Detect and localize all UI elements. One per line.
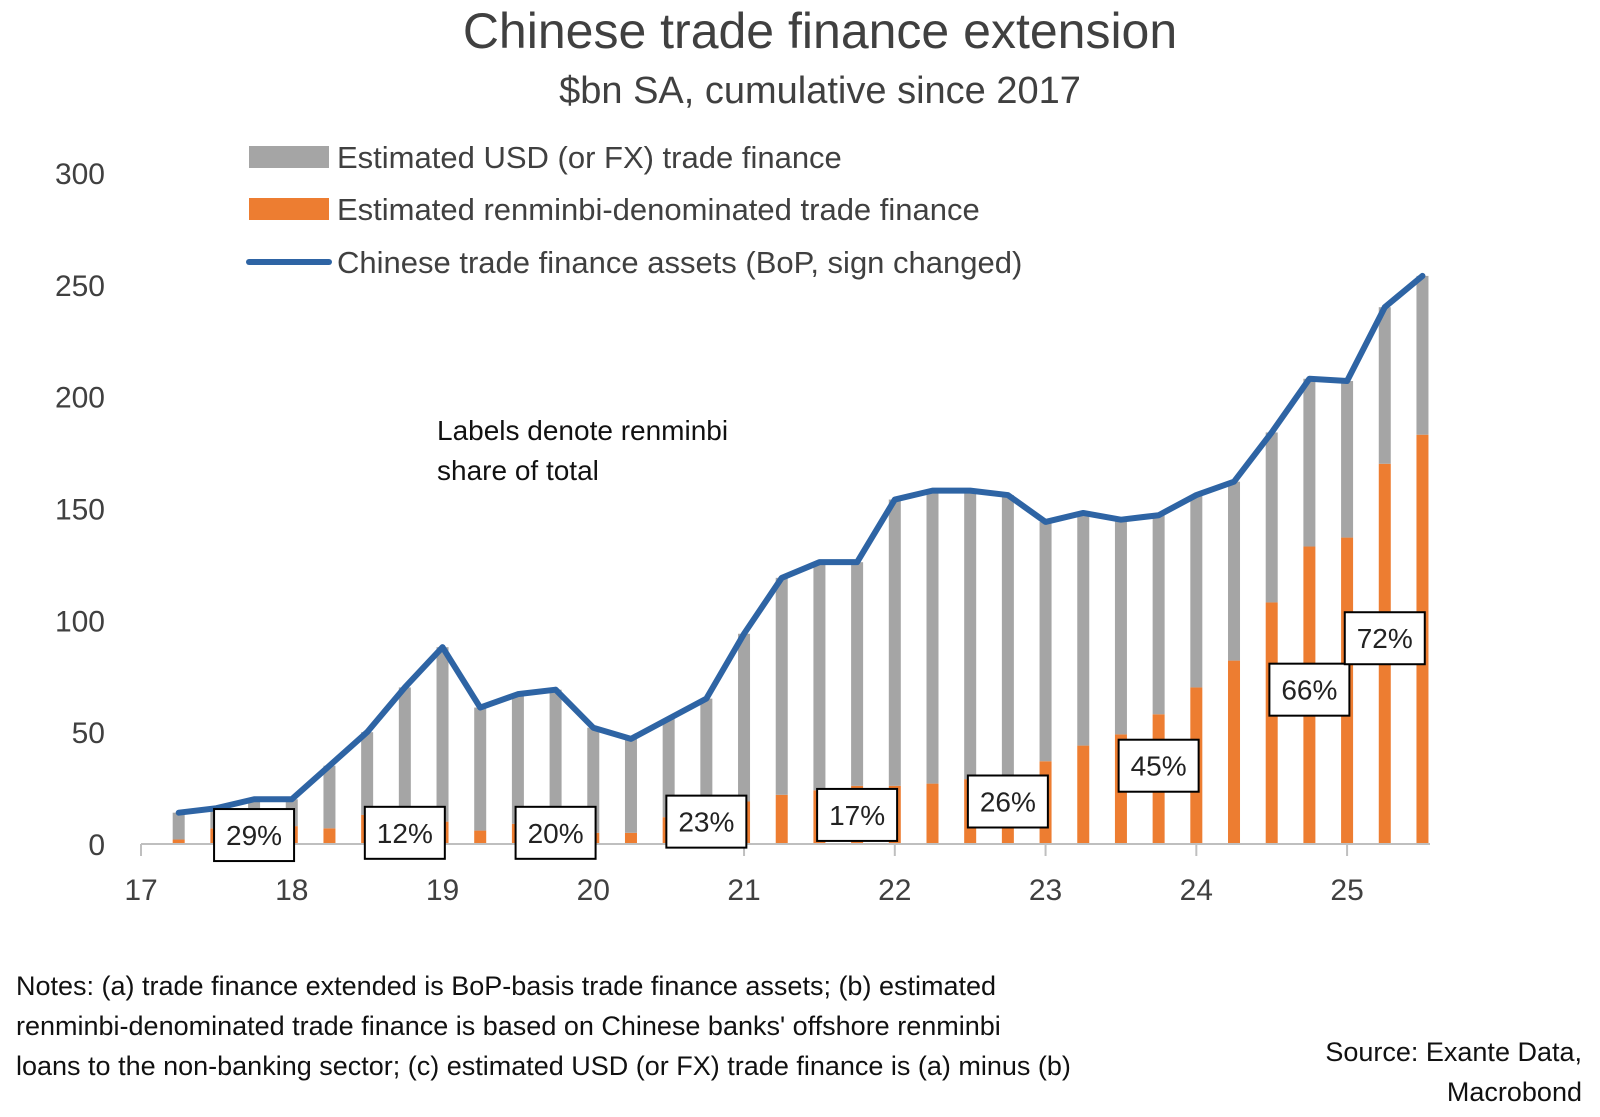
share-label: 23% [678,807,734,838]
x-tick-label: 24 [1180,874,1213,907]
bar-usd [474,707,487,831]
chart-subtitle: $bn SA, cumulative since 2017 [559,70,1081,112]
bar-usd [738,633,751,802]
share-label: 17% [829,800,885,831]
share-label-box [1343,611,1426,666]
legend-label: Estimated renminbi-denominated trade fin… [337,192,980,227]
share-label-box [363,805,446,860]
share-label: 12% [377,818,433,849]
bar-usd [1114,519,1127,735]
notes-line-3: loans to the non-banking sector; (c) est… [16,1051,1071,1081]
bar-usd [511,694,524,824]
share-label-box [514,805,597,860]
share-label-box [1117,738,1200,793]
bar-usd [1303,378,1316,547]
x-tick-label: 19 [426,874,459,907]
x-tick-label: 17 [124,874,157,907]
bar-usd [1378,307,1391,464]
y-tick-label: 200 [55,382,105,415]
share-label: 45% [1131,751,1187,782]
bar-usd [1001,495,1014,777]
chart-title: Chinese trade finance extension [462,3,1178,59]
notes-line-1: Notes: (a) trade finance extended is BoP… [16,971,997,1001]
bar-usd [624,738,637,833]
y-tick-label: 100 [55,605,105,638]
y-tick-label: 250 [55,270,105,303]
bar-usd [1228,481,1241,661]
annotation-line-2: share of total [437,455,599,486]
bar-renminbi [624,832,637,844]
x-tick-label: 25 [1330,874,1363,907]
bar-usd [964,490,977,780]
share-label: 29% [226,820,282,851]
legend-label: Estimated USD (or FX) trade finance [337,140,842,175]
bar-renminbi [323,828,336,844]
x-tick-label: 20 [577,874,610,907]
bar-usd [172,812,185,840]
share-label: 72% [1357,623,1413,654]
bar-usd [398,687,411,827]
bar-usd [700,698,713,804]
bar-usd [1077,512,1090,746]
bar-usd [813,562,826,791]
bar-renminbi [1077,745,1090,844]
bar-usd [1039,521,1052,762]
bar-usd [926,490,939,784]
notes-line-2: renminbi-denominated trade finance is ba… [16,1011,1001,1041]
x-tick-label: 21 [727,874,760,907]
bar-usd [1152,515,1165,715]
bar-renminbi [1265,602,1278,844]
bar-usd [775,577,788,795]
bar-renminbi [1228,660,1241,844]
bar-usd [361,732,374,815]
y-tick-label: 0 [88,829,105,862]
bar-usd [1416,275,1429,435]
bar-usd [436,647,449,822]
share-label-box [816,787,899,842]
legend-label: Chinese trade finance assets (BoP, sign … [337,245,1022,280]
bar-usd [1190,495,1203,688]
legend-swatch-renminbi [249,198,329,220]
bar-usd [662,718,675,818]
share-label: 26% [980,787,1036,818]
y-tick-label: 50 [72,717,105,750]
share-label: 20% [528,818,584,849]
bar-usd [1265,432,1278,603]
x-tick-label: 22 [878,874,911,907]
bar-usd [1341,381,1354,538]
source-line-2: Macrobond [1446,1077,1582,1107]
share-label-box [665,794,748,849]
chart-annotation: Labels denote renminbi share of total [437,411,728,491]
bar-renminbi [172,839,185,844]
legend-swatch-usd [249,146,329,168]
source-line-1: Source: Exante Data, [1325,1037,1582,1067]
bar-renminbi [926,783,939,844]
y-tick-label: 300 [55,158,105,191]
x-tick-label: 18 [275,874,308,907]
share-label: 66% [1281,675,1337,706]
share-label-box [213,808,296,863]
share-label-box [966,774,1049,829]
annotation-line-1: Labels denote renminbi [437,415,729,446]
y-tick-label: 150 [55,494,105,527]
chart-source: Source: Exante Data, Macrobond [1325,1032,1582,1112]
bar-usd [323,765,336,829]
bar-usd [549,689,562,831]
bar-usd [851,562,864,786]
bar-renminbi [474,830,487,844]
line-trade-finance-assets [175,272,1426,816]
bar-usd [888,499,901,786]
x-tick-label: 23 [1029,874,1062,907]
share-label-box [1268,662,1351,717]
bar-renminbi [775,794,788,844]
chart-notes: Notes: (a) trade finance extended is BoP… [16,966,1246,1086]
